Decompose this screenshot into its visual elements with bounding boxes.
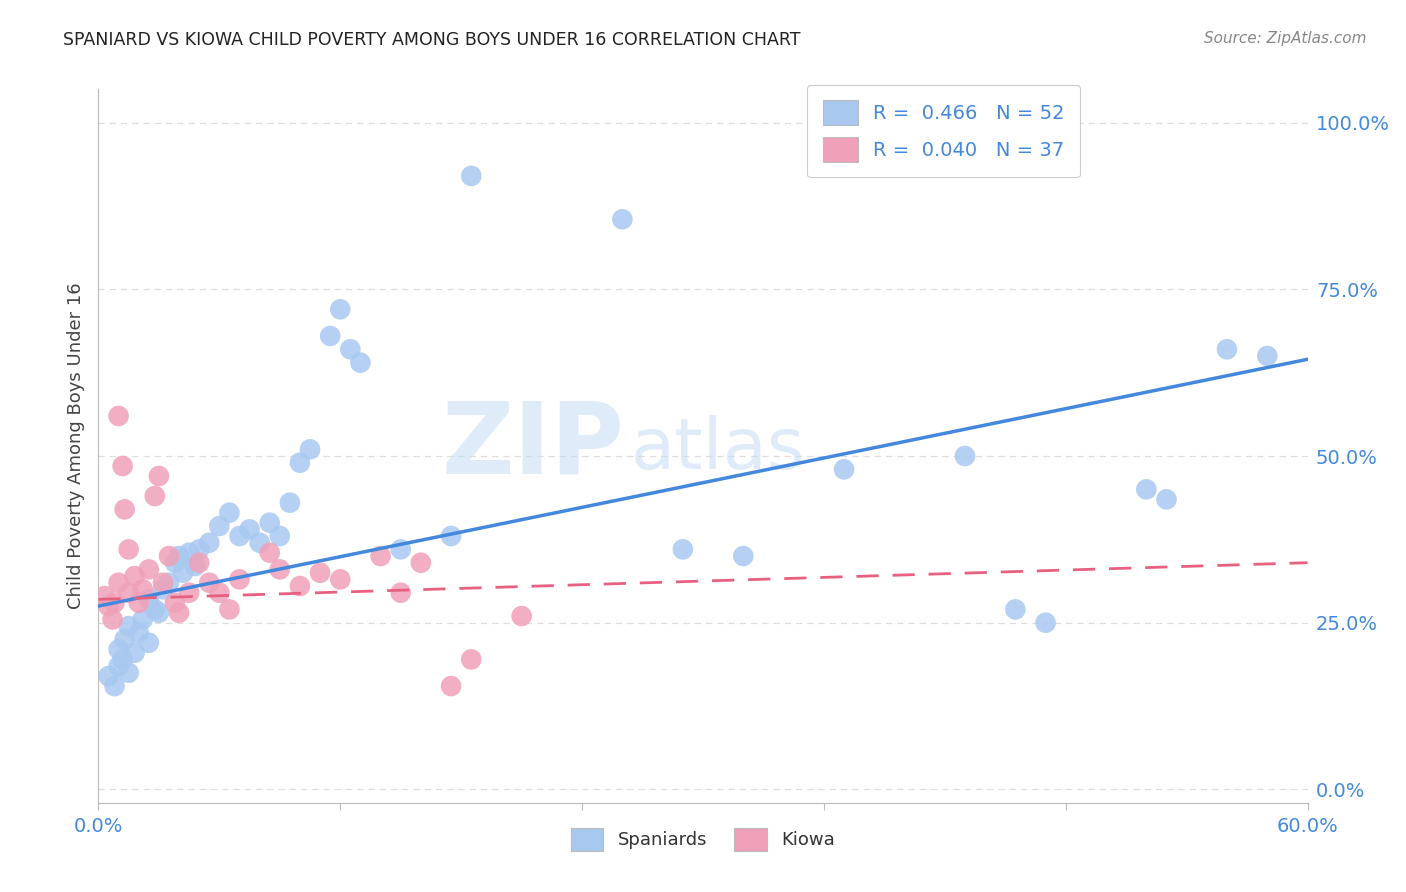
Point xyxy=(172,566,194,580)
Point xyxy=(832,462,855,476)
Point xyxy=(188,556,211,570)
Point xyxy=(107,575,129,590)
Point xyxy=(111,458,134,473)
Point xyxy=(103,679,125,693)
Point xyxy=(299,442,322,457)
Text: SPANIARD VS KIOWA CHILD POVERTY AMONG BOYS UNDER 16 CORRELATION CHART: SPANIARD VS KIOWA CHILD POVERTY AMONG BO… xyxy=(63,31,801,49)
Point xyxy=(389,542,412,557)
Point xyxy=(163,556,186,570)
Point xyxy=(138,562,160,576)
Point xyxy=(228,573,250,587)
Point xyxy=(269,562,291,576)
Point xyxy=(309,566,332,580)
Point xyxy=(138,592,160,607)
Point xyxy=(132,582,155,597)
Point xyxy=(132,612,155,626)
Point xyxy=(329,573,352,587)
Point xyxy=(218,506,240,520)
Point xyxy=(460,652,482,666)
Point xyxy=(103,596,125,610)
Point xyxy=(389,585,412,599)
Point xyxy=(138,636,160,650)
Point xyxy=(148,469,170,483)
Point xyxy=(111,652,134,666)
Point xyxy=(349,356,371,370)
Point xyxy=(288,579,311,593)
Point xyxy=(163,596,186,610)
Point xyxy=(198,535,221,549)
Point xyxy=(510,609,533,624)
Point xyxy=(167,606,190,620)
Point xyxy=(152,582,174,597)
Point xyxy=(107,642,129,657)
Point xyxy=(953,449,976,463)
Point xyxy=(118,542,141,557)
Point xyxy=(101,612,124,626)
Point xyxy=(114,632,136,647)
Y-axis label: Child Poverty Among Boys Under 16: Child Poverty Among Boys Under 16 xyxy=(66,283,84,609)
Point xyxy=(278,496,301,510)
Point xyxy=(218,602,240,616)
Point xyxy=(1156,492,1178,507)
Point xyxy=(370,549,392,563)
Legend: Spaniards, Kiowa: Spaniards, Kiowa xyxy=(564,821,842,858)
Point xyxy=(157,575,180,590)
Point xyxy=(329,302,352,317)
Point xyxy=(733,549,755,563)
Point xyxy=(118,619,141,633)
Point xyxy=(228,529,250,543)
Point xyxy=(409,556,432,570)
Point xyxy=(167,549,190,563)
Point xyxy=(184,559,207,574)
Point xyxy=(107,659,129,673)
Point xyxy=(143,489,166,503)
Point xyxy=(269,529,291,543)
Point xyxy=(440,529,463,543)
Point xyxy=(188,542,211,557)
Point xyxy=(672,542,695,557)
Point xyxy=(339,343,361,357)
Point xyxy=(179,585,201,599)
Point xyxy=(143,602,166,616)
Point xyxy=(148,606,170,620)
Point xyxy=(208,585,231,599)
Point xyxy=(440,679,463,693)
Point xyxy=(460,169,482,183)
Point xyxy=(319,329,342,343)
Point xyxy=(1004,602,1026,616)
Point xyxy=(239,522,262,536)
Point xyxy=(612,212,634,227)
Point xyxy=(1216,343,1239,357)
Point xyxy=(157,549,180,563)
Point xyxy=(128,625,150,640)
Point xyxy=(1035,615,1057,630)
Text: atlas: atlas xyxy=(630,415,804,484)
Text: ZIP: ZIP xyxy=(441,398,624,494)
Point xyxy=(118,665,141,680)
Point xyxy=(107,409,129,423)
Point xyxy=(179,546,201,560)
Point xyxy=(97,599,120,613)
Point xyxy=(152,575,174,590)
Point xyxy=(124,569,146,583)
Point xyxy=(93,589,115,603)
Point xyxy=(124,646,146,660)
Point xyxy=(114,502,136,516)
Point xyxy=(259,546,281,560)
Point xyxy=(1135,483,1157,497)
Point xyxy=(118,585,141,599)
Text: Source: ZipAtlas.com: Source: ZipAtlas.com xyxy=(1204,31,1367,46)
Point xyxy=(288,456,311,470)
Point xyxy=(1256,349,1278,363)
Point xyxy=(249,535,271,549)
Point xyxy=(259,516,281,530)
Point xyxy=(198,575,221,590)
Point xyxy=(208,519,231,533)
Point xyxy=(97,669,120,683)
Point xyxy=(128,596,150,610)
